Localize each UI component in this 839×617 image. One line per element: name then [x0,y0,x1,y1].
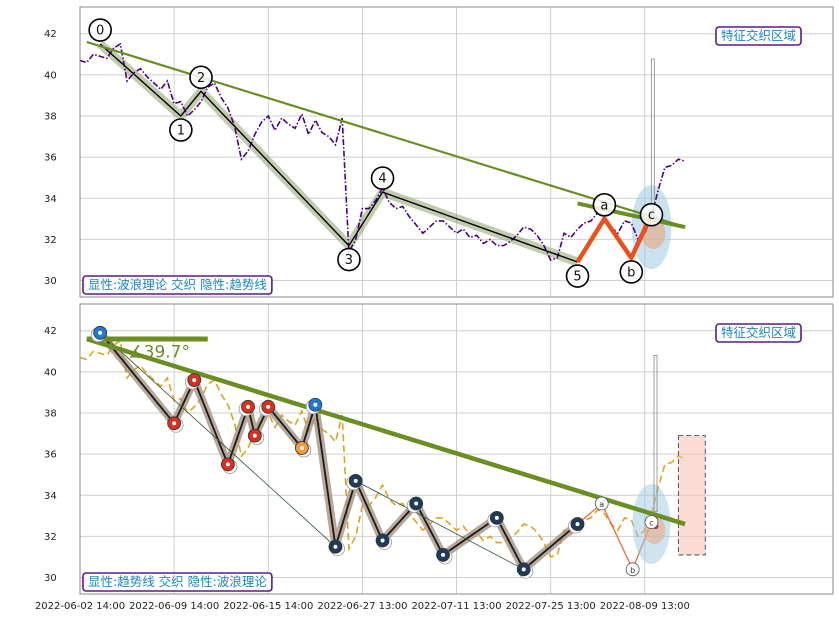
y-tick-label: 34 [44,194,57,205]
x-tick-label: 2022-06-15 14:00 [223,601,313,612]
secondary-label-b: b [630,566,635,575]
swing-marker-dot [98,330,103,335]
feature-zone-box [677,435,706,556]
x-tick-label: 2022-08-09 13:00 [600,601,690,612]
y-tick-label: 30 [44,276,57,287]
wave-label-0: 0 [96,24,104,39]
wave-label-circle [169,118,193,142]
wave-label-1: 1 [177,124,185,139]
x-tick-label: 2022-07-25 13:00 [506,601,596,612]
swing-marker-dot [333,544,338,549]
trendline [86,336,686,527]
swing-marker-dot [192,378,197,383]
wave-label-circle [337,247,361,272]
secondary-guide [355,480,524,570]
secondary-guide [99,332,336,547]
secondary-label-circle [625,562,640,577]
y-tick-label: 36 [44,153,57,164]
swing-marker-dot [313,402,318,407]
badge-right-frame [715,323,802,343]
y-tick-label: 34 [44,491,57,502]
badge-left: 显性:趋势线 交织 隐性:波浪理论 [88,574,267,589]
swing-marker-dot [575,522,580,527]
wave-label-circle [88,18,112,42]
x-tick-label: 2022-06-27 13:00 [317,601,407,612]
x-tick-label: 2022-06-02 14:00 [35,601,125,612]
plot-frame [79,6,834,298]
secondary-label-circle [644,515,659,529]
wave-label-circle [592,193,617,217]
wave-label-b: b [627,265,635,280]
trendline [86,40,686,229]
y-tick-label: 38 [44,409,57,420]
swing-marker-dot [252,433,257,438]
x-tick-labels: 2022-06-02 14:00 2022-06-09 14:00 2022-06-… [35,601,690,612]
price-line [79,42,686,261]
badge-right: 特征交织区域 [721,28,796,43]
badge-left-frame [82,572,273,592]
swing-marker-dot [172,421,177,426]
swing-marker-dot [299,445,304,450]
plot-frame [79,303,834,595]
angle-label: ∡39.7° [128,342,190,362]
swing-marker-dot [225,462,230,467]
swing-marker-dot [494,515,499,520]
current-wave [575,213,654,264]
y-tick-label: 40 [44,367,57,378]
x-tick-label: 2022-07-11 13:00 [411,601,501,612]
wave-label-circle [639,202,664,227]
wave-band [97,40,580,267]
wave-label-circle [565,264,590,288]
wave-label-2: 2 [197,71,205,86]
swing-marker-dot [380,538,385,543]
swing-line [99,332,579,571]
panel-bottom: 30 32 34 36 38 40 42 a b c ∡39.7° 显性:趋势线 交织 隐性:波浪理论… [44,303,834,595]
wave-label-circle [619,260,644,284]
wave-skeleton [99,43,578,263]
x-tick-label: 2022-06-09 14:00 [129,601,219,612]
price-line [79,339,686,558]
badge-right: 特征交织区域 [721,325,796,340]
swing-marker-dot [521,567,526,572]
wave-label-circle [370,166,395,190]
swing-marker-dot [246,404,251,409]
badge-left: 显性:波浪理论 交织 隐性:趋势线 [88,277,267,292]
y-tick-label: 36 [44,450,57,461]
wave-label-a: a [600,198,608,213]
swing-marker-dot [266,404,271,409]
y-tick-label: 42 [44,326,57,337]
y-tick-label: 42 [44,29,57,40]
y-tick-label: 32 [44,235,57,246]
swing-marker-dot [353,478,358,483]
badge-right-frame [715,26,802,46]
swing-marker-dot [441,552,446,557]
wave-label-4: 4 [378,172,386,187]
secondary-label-a: a [599,500,604,509]
wave-label-c: c [648,208,655,223]
wave-label-5: 5 [573,270,581,285]
y-tick-label: 30 [44,573,57,584]
y-tick-label: 40 [44,70,57,81]
y-tick-label: 38 [44,112,57,123]
secondary-label-circle [594,496,609,511]
wave-label-3: 3 [345,253,353,268]
badge-left-frame [82,275,273,295]
y-tick-label: 32 [44,532,57,543]
wave-label-circle [189,65,213,90]
spike-marker [653,355,658,513]
secondary-label-c: c [649,519,653,528]
swing-marker-dot [414,501,419,506]
